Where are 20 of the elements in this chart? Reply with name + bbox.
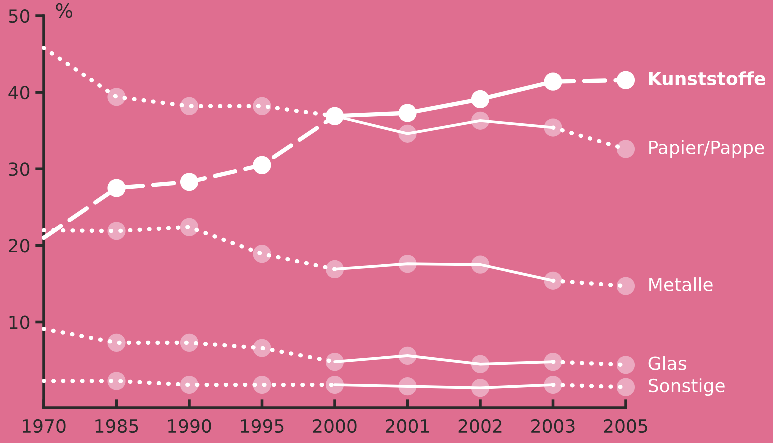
y-tick-label: 30 [9,162,30,176]
x-tick-label: 1990 [168,419,212,434]
series-label: Glas [648,356,686,370]
x-tick-label: 2001 [386,419,430,434]
x-tick-label: 1985 [96,419,138,434]
series-label: Sonstige [649,378,725,396]
y-tick-label: 20 [9,239,30,253]
x-tick-label: 2000 [313,419,357,434]
x-tick-label: 2003 [532,419,575,434]
x-tick-label: 1995 [241,419,284,434]
x-tick-label: 1970 [23,419,66,434]
series-label: Metalle [650,278,713,292]
x-tick-label: 2005 [604,419,648,434]
series-label: Papier/Pappe [650,140,764,158]
y-tick-label: 50 [9,9,30,24]
y-tick-label: 40 [8,86,30,100]
y-axis-title: % [56,3,73,18]
y-tick-label: 10 [10,316,30,330]
series-label: Kunststoffe [649,72,766,86]
x-tick-label: 2002 [458,419,502,434]
